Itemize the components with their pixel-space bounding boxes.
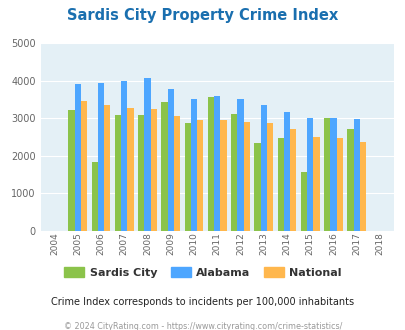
Legend: Sardis City, Alabama, National: Sardis City, Alabama, National (60, 263, 345, 282)
Bar (300, 172, 306, 231)
Bar (277, 138, 283, 231)
Bar (68, 110, 75, 231)
Bar (254, 143, 260, 231)
Bar (346, 129, 353, 231)
Bar (230, 115, 237, 231)
Bar (336, 138, 342, 231)
Bar (243, 122, 249, 231)
Bar (313, 137, 319, 231)
Bar (260, 105, 266, 231)
Text: Sardis City Property Crime Index: Sardis City Property Crime Index (67, 8, 338, 23)
Text: © 2024 CityRating.com - https://www.cityrating.com/crime-statistics/: © 2024 CityRating.com - https://www.city… (64, 322, 341, 330)
Bar (173, 116, 180, 231)
Bar (329, 118, 336, 231)
Bar (75, 84, 81, 231)
Bar (289, 129, 296, 231)
Bar (144, 78, 150, 231)
Bar (353, 119, 359, 231)
Bar (190, 99, 196, 231)
Bar (127, 108, 133, 231)
Bar (207, 97, 213, 231)
Bar (150, 110, 156, 231)
Bar (98, 83, 104, 231)
Bar (104, 105, 110, 231)
Bar (138, 115, 144, 231)
Bar (81, 101, 87, 231)
Bar (220, 120, 226, 231)
Bar (184, 123, 190, 231)
Bar (92, 162, 98, 231)
Bar (306, 118, 313, 231)
Bar (323, 118, 329, 231)
Bar (121, 81, 127, 231)
Bar (167, 89, 173, 231)
Bar (266, 123, 273, 231)
Bar (359, 142, 365, 231)
Bar (213, 96, 220, 231)
Text: Crime Index corresponds to incidents per 100,000 inhabitants: Crime Index corresponds to incidents per… (51, 297, 354, 307)
Bar (115, 115, 121, 231)
Bar (283, 112, 289, 231)
Bar (196, 120, 203, 231)
Bar (237, 99, 243, 231)
Bar (161, 102, 167, 231)
